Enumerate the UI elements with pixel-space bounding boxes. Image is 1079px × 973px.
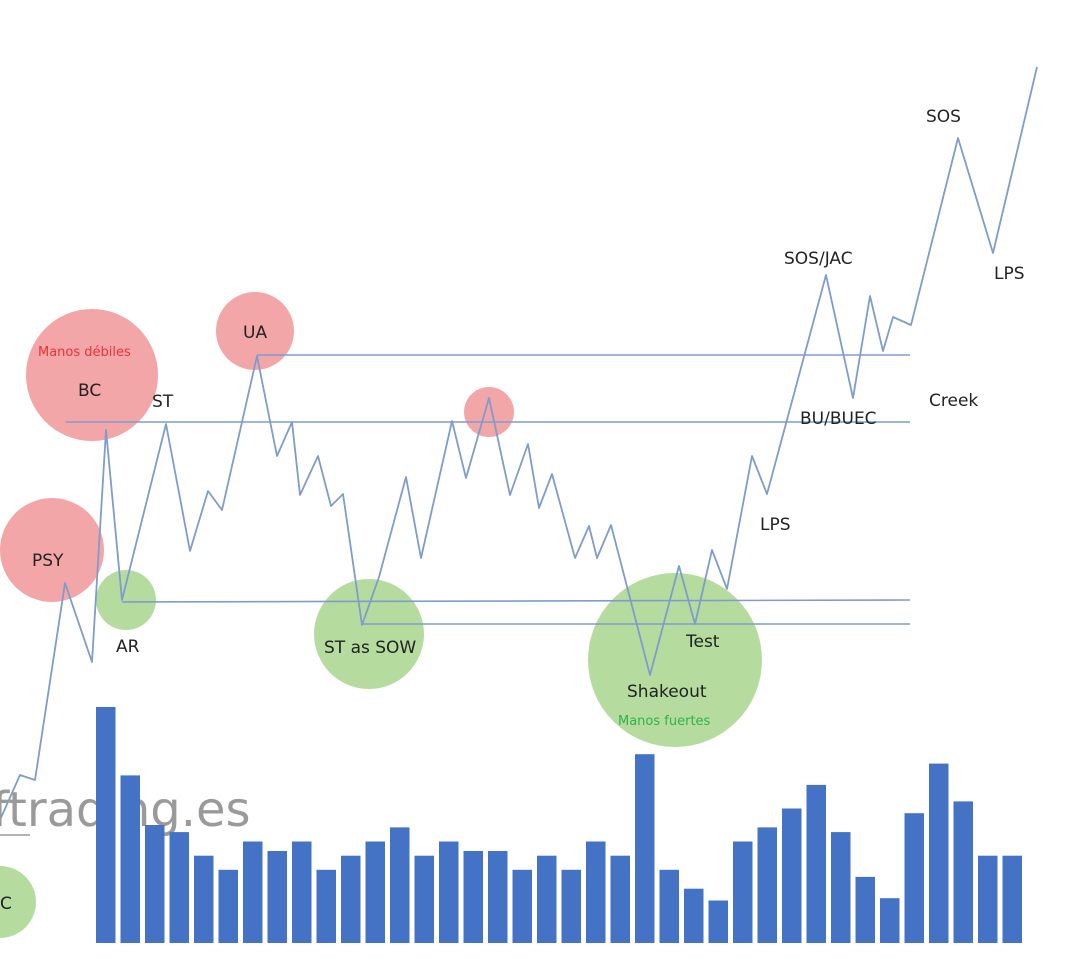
volume-bar: [390, 827, 410, 943]
shakeout-circle: [588, 573, 762, 747]
volume-bar: [439, 841, 459, 943]
volume-bar: [659, 869, 679, 943]
volume-bar: [512, 869, 532, 943]
label-bc: BC: [78, 381, 101, 401]
volume-bar: [243, 841, 263, 943]
ua-circle: [216, 292, 294, 370]
label-creek: Creek: [929, 391, 978, 411]
volume-bar: [120, 775, 140, 943]
volume-bar: [96, 707, 116, 943]
ar-circle: [96, 570, 156, 630]
label-test: Test: [685, 632, 720, 652]
volume-bar: [929, 763, 949, 943]
utad-circle: [464, 387, 514, 437]
volume-bar: [218, 869, 238, 943]
volume-bar: [684, 888, 704, 943]
psy-circle: [0, 498, 104, 602]
label-bu-buec: BU/BUEC: [800, 409, 877, 429]
volume-bar: [488, 851, 508, 943]
volume-bar: [169, 832, 189, 943]
label-ar: AR: [116, 637, 140, 657]
bc-circle: [26, 309, 158, 441]
volume-bar: [880, 898, 900, 943]
label-sc-partial: C: [0, 894, 12, 914]
label-sos-jac: SOS/JAC: [784, 249, 853, 269]
volume-bar: [414, 855, 434, 943]
label-st: ST: [152, 392, 174, 412]
price-line: [0, 66, 1038, 821]
st-as-sow-circle: [314, 579, 424, 689]
label-psy: PSY: [32, 551, 64, 571]
label-st-as-sow: ST as SOW: [324, 638, 416, 658]
label-manos-debiles: Manos débiles: [38, 345, 131, 360]
label-manos-fuertes: Manos fuertes: [618, 714, 711, 729]
ar-support-line: [121, 599, 911, 603]
volume-bar: [904, 813, 924, 943]
volume-bar: [292, 841, 312, 943]
label-sos-top: SOS: [926, 107, 961, 127]
volume-bar: [708, 900, 728, 943]
volume-bar: [267, 851, 287, 943]
volume-bar: [831, 832, 851, 943]
volume-bar: [537, 855, 557, 943]
volume-bar: [757, 827, 777, 943]
volume-bars: [96, 707, 1022, 943]
volume-bar: [586, 841, 606, 943]
volume-bar: [194, 855, 214, 943]
volume-bar: [145, 825, 165, 943]
label-shakeout: Shakeout: [627, 682, 707, 702]
volume-bar: [855, 876, 875, 943]
volume-bar: [635, 754, 655, 943]
volume-bar: [610, 855, 630, 943]
volume-bar: [316, 869, 336, 943]
volume-bar: [463, 851, 483, 943]
volume-bar: [733, 841, 753, 943]
event-circles: [0, 292, 762, 938]
volume-bar: [561, 869, 581, 943]
volume-bar: [341, 855, 361, 943]
event-labels: SOS SOS/JAC LPS UA Manos débiles BC ST C…: [0, 107, 1025, 914]
sc-circle: [0, 866, 36, 938]
label-lps-mid: LPS: [760, 515, 791, 535]
volume-bar: [978, 855, 998, 943]
volume-bar: [1002, 855, 1022, 943]
label-lps-top: LPS: [994, 264, 1025, 284]
volume-bar: [782, 808, 802, 943]
volume-bar: [953, 801, 973, 943]
label-ua: UA: [243, 323, 267, 343]
volume-bar: [365, 841, 385, 943]
volume-bar: [806, 784, 826, 943]
